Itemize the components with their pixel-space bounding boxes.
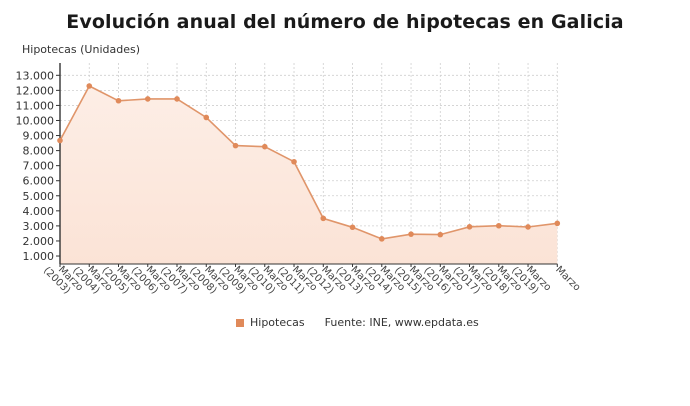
axes [59,63,558,265]
y-tick-label: 11.000 [16,99,55,112]
legend: Hipotecas Fuente: INE, www.epdata.es [236,316,479,329]
y-tick-label: 10.000 [16,114,55,127]
y-tick-label: 7.000 [23,160,55,173]
y-tick-label: 2.000 [23,235,55,248]
y-tick-label: 3.000 [23,220,55,233]
y-tick-label: 1.000 [23,250,55,263]
data-point [144,96,151,102]
data-point [554,220,561,227]
data-point [525,224,531,230]
y-tick-label: 13.000 [16,69,55,82]
source-credit: Fuente: INE, www.epdata.es [324,316,479,329]
chart-title: Evolución anual del número de hipotecas … [66,11,624,33]
y-tick-label: 9.000 [23,130,55,143]
data-point [115,97,122,104]
y-axis-label: Hipotecas (Unidades) [22,43,141,56]
data-point [203,114,210,121]
data-point [320,215,327,222]
data-point [174,96,180,102]
legend-series-label: Hipotecas [250,316,305,329]
area-fill [60,86,558,264]
data-point [349,224,356,231]
svg-text:Marzo: Marzo [553,264,582,293]
data-point [57,137,63,144]
y-tick-label: 8.000 [23,145,55,158]
y-tick-label: 4.000 [23,205,55,218]
data-point [86,83,93,89]
data-point [408,231,414,237]
legend-swatch-icon [236,318,244,327]
data-markers [57,83,561,242]
data-point [495,222,502,229]
data-point [232,142,239,149]
data-point [466,224,473,230]
data-point [291,158,297,165]
x-tick-label: Marzo [553,264,582,293]
data-point [378,236,385,242]
y-axis-ticks: 1.000 2.000 3.000 4.000 5.000 6.000 7.000 8.000… [16,69,60,263]
data-line [59,84,558,240]
y-tick-label: 6.000 [23,175,55,188]
data-point [437,231,444,238]
data-point [261,143,268,150]
y-tick-label: 5.000 [23,190,55,203]
y-tick-label: 12.000 [16,84,55,97]
